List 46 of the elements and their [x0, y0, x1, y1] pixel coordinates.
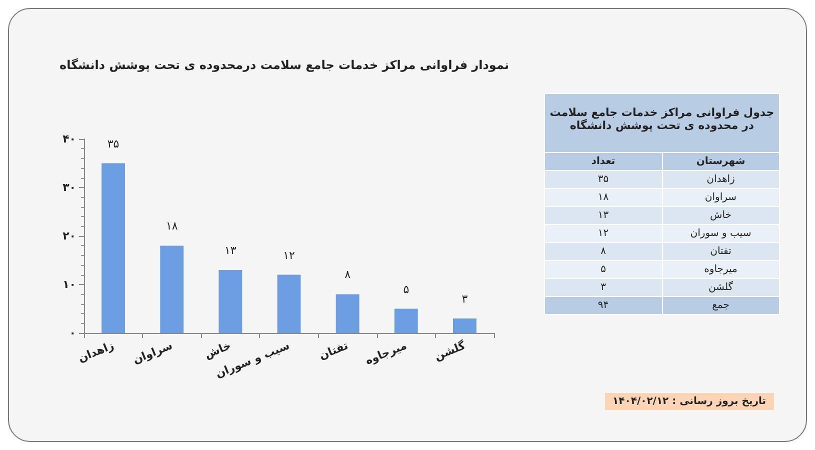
text: ۵ — [600, 264, 606, 275]
text: جمع — [662, 296, 780, 314]
bar — [218, 270, 242, 333]
chart-title: نمودار فراوانی مراکز خدمات جامع سلامت درمحدوده ی تحت پوشش دانشگاه — [59, 58, 510, 72]
y-tick-label: ۳۰ — [62, 181, 76, 194]
text: ۹۴ — [598, 300, 609, 311]
text: ۱۳ — [598, 210, 609, 221]
text: ۳۵ — [598, 174, 609, 185]
text: ۳ — [600, 282, 606, 293]
x-tick-label: تفتان — [317, 338, 350, 362]
x-tick-label: میرجاوه — [363, 338, 409, 368]
data-label: ۵ — [403, 282, 410, 296]
x-tick-label: سراوان — [131, 338, 174, 367]
x-tick-label: خاش — [202, 338, 233, 362]
data-label: ۱۳ — [224, 244, 236, 257]
text: تعداد — [544, 152, 662, 170]
category-label: گلشن — [662, 278, 780, 296]
text: ۱۸ — [598, 192, 609, 203]
bar — [277, 274, 301, 333]
category-label: سراوان — [662, 188, 780, 206]
bar — [394, 308, 418, 333]
bar — [336, 294, 360, 333]
category-label: سیب و سوران — [662, 224, 780, 242]
bar — [102, 163, 125, 333]
category-label: میرجاوه — [662, 260, 780, 278]
y-tick-label: ۰ — [69, 326, 76, 340]
y-tick-label: ۱۰ — [62, 278, 76, 291]
text: جدول فراوانی مراکز خدمات جامع سلامت در محدوده ی تحت پوشش دانشگاه — [544, 94, 780, 152]
y-tick-label: ۲۰ — [62, 230, 76, 242]
text: شهرستان — [662, 152, 780, 170]
bar — [453, 318, 476, 333]
category-label: خاش — [662, 206, 780, 224]
text: ۸ — [600, 246, 606, 257]
data-label: ۳ — [462, 292, 468, 306]
text: ۱۲ — [598, 228, 609, 239]
x-tick-label: گلشن — [432, 338, 468, 363]
y-tick-label: ۴۰ — [62, 132, 76, 146]
x-tick-label: زاهدان — [76, 338, 116, 365]
bar — [160, 246, 184, 333]
data-label: ۱۲ — [283, 248, 295, 262]
data-label: ۱۸ — [166, 220, 178, 233]
category-label: تفتان — [662, 242, 780, 260]
text: تاریخ بروز رسانی : ۱۴۰۴/۰۲/۱۲ — [604, 393, 774, 410]
category-label: زاهدان — [662, 170, 780, 188]
data-label: ۸ — [344, 268, 351, 282]
data-label: ۳۵ — [107, 137, 120, 150]
